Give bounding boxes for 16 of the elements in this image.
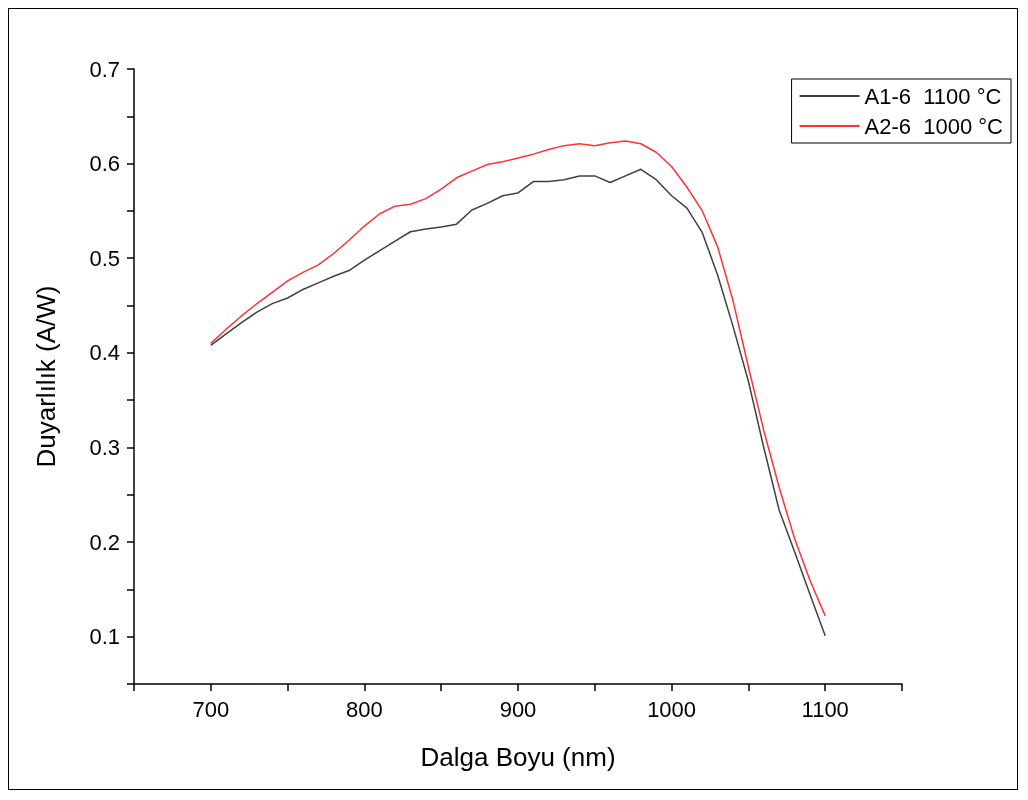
y-axis-title: Duyarlılık (A/W) — [31, 285, 61, 468]
y-tick-label: 0.3 — [89, 434, 120, 460]
x-axis-title: Dalga Boyu (nm) — [420, 742, 616, 772]
x-tick-label: 700 — [192, 696, 230, 722]
legend-label: A2-6 1000 °C — [864, 113, 1004, 139]
y-tick-label: 0.7 — [89, 56, 120, 82]
y-tick-label: 0.5 — [89, 245, 120, 271]
x-tick-label: 1000 — [647, 696, 697, 722]
x-tick-label: 900 — [499, 696, 537, 722]
y-tick-label: 0.6 — [89, 151, 120, 177]
y-tick-label: 0.4 — [89, 340, 120, 366]
y-tick-label: 0.2 — [89, 529, 120, 555]
y-tick-label: 0.1 — [89, 624, 120, 650]
x-tick-label: 1100 — [801, 696, 849, 722]
legend-label: A1-6 1100 °C — [864, 83, 1002, 109]
x-tick-label: 800 — [346, 696, 383, 722]
